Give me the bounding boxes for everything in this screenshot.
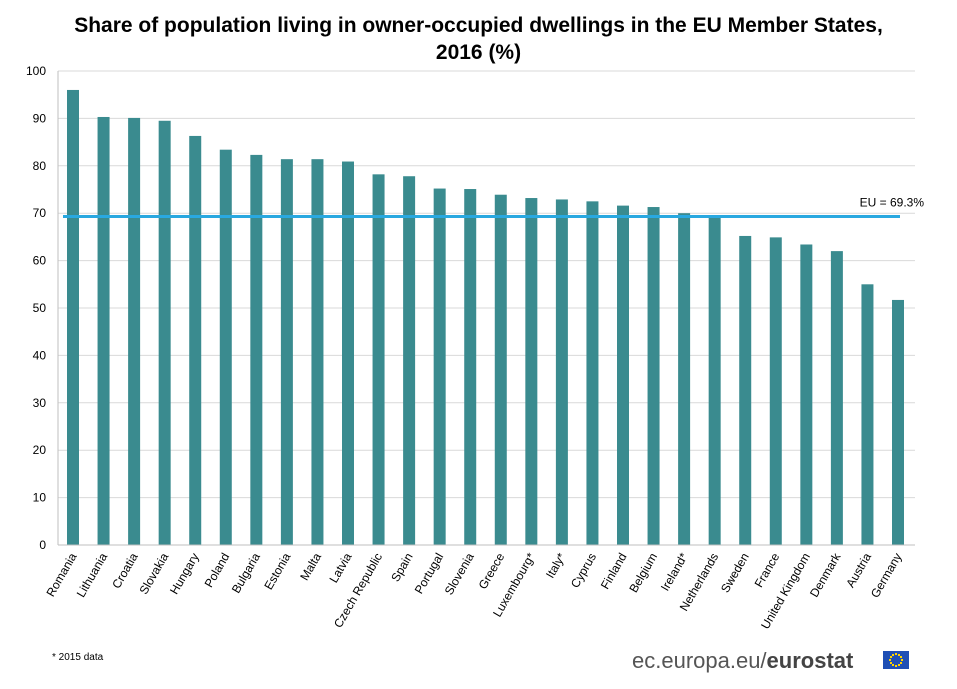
- flag-star: [892, 653, 894, 656]
- flag-star: [898, 653, 900, 656]
- x-tick-label: Spain: [388, 551, 415, 585]
- flag-star: [889, 656, 892, 658]
- bar: [280, 159, 293, 545]
- bar: [739, 235, 752, 545]
- x-tick-label: Slovenia: [442, 550, 477, 597]
- bar: [678, 213, 691, 545]
- bar: [464, 189, 477, 545]
- bar: [433, 188, 446, 545]
- eu-flag-icon: [883, 651, 909, 669]
- y-tick-label: 90: [33, 111, 47, 125]
- x-tick-label: Italy*: [543, 550, 569, 580]
- bar: [494, 194, 507, 546]
- y-tick-label: 40: [33, 348, 47, 362]
- flag-star: [889, 659, 891, 661]
- bar: [67, 89, 79, 546]
- flag-star: [900, 662, 903, 664]
- bar: [861, 284, 874, 545]
- bar: [647, 207, 660, 545]
- bar: [830, 251, 843, 545]
- bar: [97, 116, 110, 545]
- x-tick-label: Hungary: [167, 551, 202, 597]
- flag-star: [900, 656, 903, 658]
- flag-star: [892, 664, 894, 667]
- x-tick-label: Ireland*: [658, 550, 691, 593]
- x-tick-label: Latvia: [326, 550, 354, 585]
- footnote: * 2015 data: [52, 652, 104, 663]
- bar: [403, 176, 416, 545]
- bar: [525, 198, 538, 546]
- x-tick-label: Estonia: [261, 550, 293, 592]
- bar: [219, 149, 232, 545]
- bar: [617, 205, 629, 545]
- x-tick-label: Finland: [598, 551, 630, 592]
- x-tick-label: Bulgaria: [229, 550, 263, 595]
- x-tick-label: France: [752, 550, 783, 590]
- y-tick-label: 0: [39, 538, 46, 552]
- bar: [892, 299, 904, 545]
- y-tick-label: 100: [26, 64, 46, 78]
- y-tick-label: 60: [33, 254, 47, 268]
- chart-title: Share of population living in owner-occu…: [74, 14, 883, 64]
- bar: [555, 199, 568, 546]
- flag-star: [895, 653, 897, 655]
- flag-star: [901, 659, 903, 661]
- flag-star: [895, 665, 897, 667]
- y-tick-label: 30: [33, 396, 47, 410]
- flag-star: [889, 662, 892, 664]
- bar: [769, 237, 782, 545]
- flag-star: [898, 664, 900, 667]
- bar: [158, 120, 171, 546]
- bar: [189, 135, 202, 546]
- bar: [250, 154, 263, 545]
- bar: [311, 159, 324, 545]
- eu-average-label: EU = 69.3%: [860, 196, 925, 210]
- x-tick-label: Greece: [476, 550, 508, 591]
- x-tick-label: Poland: [202, 551, 233, 590]
- bar: [708, 216, 721, 545]
- x-tick-label: Sweden: [718, 551, 752, 596]
- y-tick-label: 10: [33, 491, 47, 505]
- x-tick-label: Portugal: [412, 551, 446, 597]
- eurostat-logo[interactable]: ec.europa.eu/eurostat: [632, 648, 854, 673]
- y-tick-label: 70: [33, 206, 47, 220]
- bar: [342, 161, 354, 545]
- bar: [800, 244, 813, 545]
- y-tick-label: 80: [33, 159, 47, 173]
- x-tick-label: Malta: [297, 550, 324, 583]
- x-tick-label: Austria: [843, 550, 874, 590]
- bar: [372, 174, 385, 545]
- bar: [128, 117, 141, 546]
- bar: [586, 201, 599, 545]
- x-tick-label: Denmark: [807, 550, 844, 600]
- x-tick-label: Belgium: [626, 551, 660, 596]
- y-tick-label: 20: [33, 443, 47, 457]
- x-tick-label: Cyprus: [568, 551, 599, 591]
- x-tick-label: Croatia: [109, 550, 141, 591]
- y-tick-label: 50: [33, 301, 47, 315]
